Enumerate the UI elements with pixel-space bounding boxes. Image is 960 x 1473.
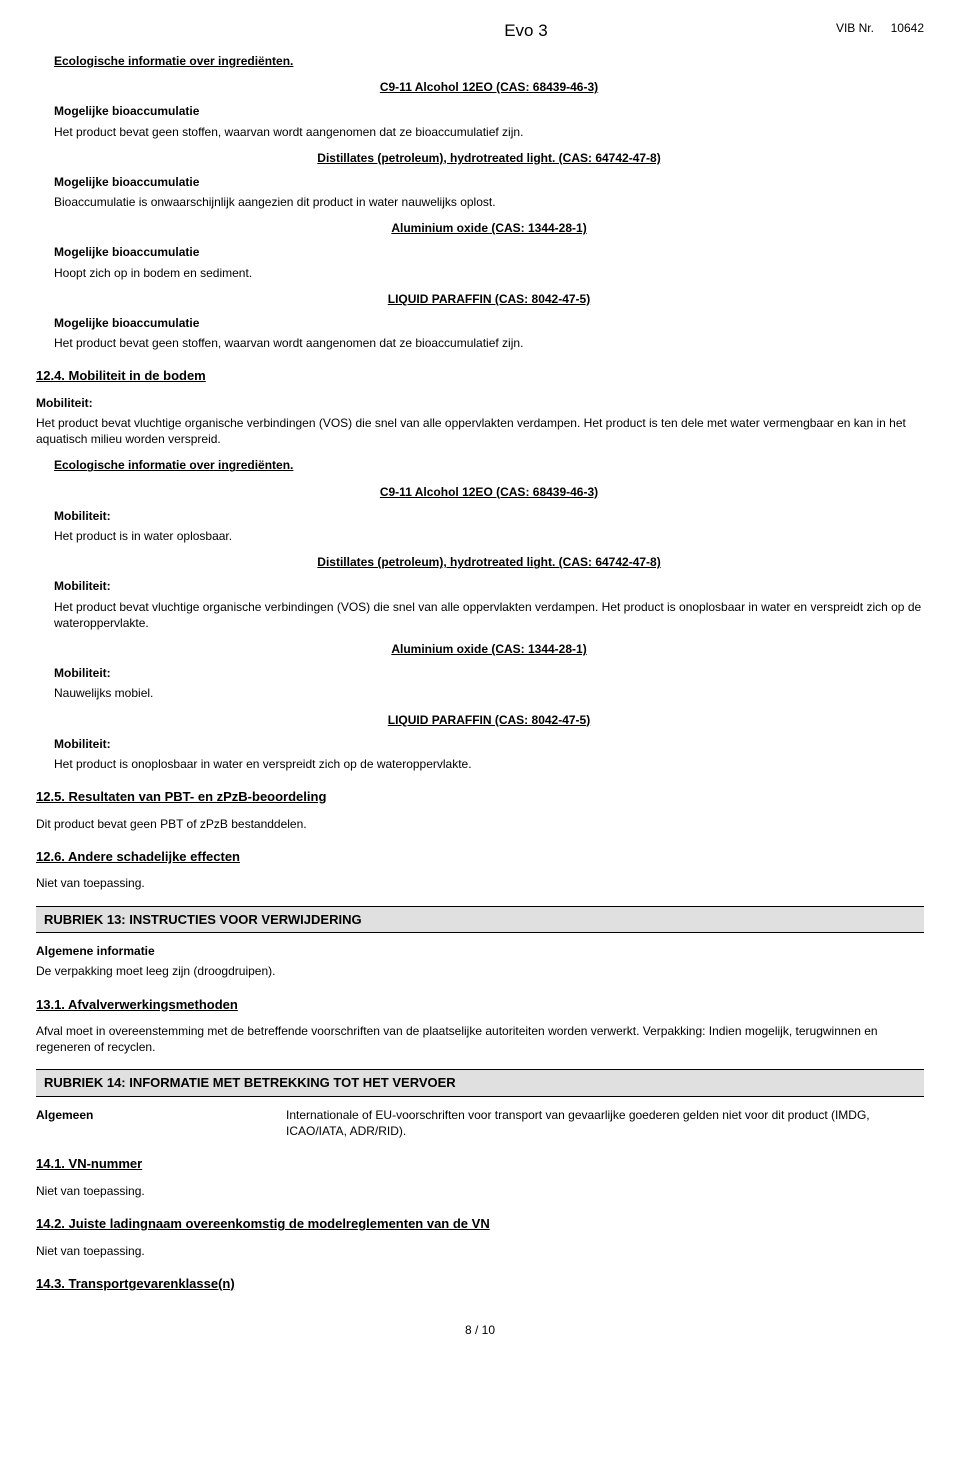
rub13-general-label: Algemene informatie (36, 943, 924, 959)
rub14-algemeen-text: Internationale of EU-voorschriften voor … (286, 1107, 924, 1139)
mob-text-1: Het product is in water oplosbaar. (54, 528, 924, 544)
mob-ing3-heading: Aluminium oxide (CAS: 1344-28-1) (54, 641, 924, 657)
section-12-4-heading: 12.4. Mobiliteit in de bodem (36, 367, 924, 385)
bioaccum-text-2: Bioaccumulatie is onwaarschijnlijk aange… (54, 194, 924, 210)
rubriek-13-heading: RUBRIEK 13: INSTRUCTIES VOOR VERWIJDERIN… (36, 906, 924, 934)
eco-info-heading-2: Ecologische informatie over ingrediënten… (54, 457, 924, 473)
bioaccum-text-4: Het product bevat geen stoffen, waarvan … (54, 335, 924, 351)
ingredient-heading-1: C9-11 Alcohol 12EO (CAS: 68439-46-3) (54, 79, 924, 95)
section-14-3-heading: 14.3. Transportgevarenklasse(n) (36, 1275, 924, 1293)
mob-text-3: Nauwelijks mobiel. (54, 685, 924, 701)
bioaccum-text-3: Hoopt zich op in bodem en sediment. (54, 265, 924, 281)
vib-number: VIB Nr. 10642 (836, 20, 924, 36)
mob-label-2: Mobiliteit: (54, 578, 924, 594)
mob-ing4-heading: LIQUID PARAFFIN (CAS: 8042-47-5) (54, 712, 924, 728)
vib-number-value: 10642 (891, 21, 924, 35)
ingredient-heading-3: Aluminium oxide (CAS: 1344-28-1) (54, 220, 924, 236)
eco-info-heading: Ecologische informatie over ingrediënten… (54, 53, 924, 69)
mobility-label: Mobiliteit: (36, 395, 924, 411)
section-13-1-heading: 13.1. Afvalverwerkingsmethoden (36, 996, 924, 1014)
ingredient-heading-4: LIQUID PARAFFIN (CAS: 8042-47-5) (54, 291, 924, 307)
section-14-2-text: Niet van toepassing. (36, 1243, 924, 1259)
mob-label-1: Mobiliteit: (54, 508, 924, 524)
bioaccum-label-2: Mogelijke bioaccumulatie (54, 174, 924, 190)
mob-label-3: Mobiliteit: (54, 665, 924, 681)
mob-label-4: Mobiliteit: (54, 736, 924, 752)
doc-title: Evo 3 (236, 20, 816, 43)
rubriek-14-heading: RUBRIEK 14: INFORMATIE MET BETREKKING TO… (36, 1069, 924, 1097)
rub14-algemeen-label: Algemeen (36, 1107, 286, 1139)
section-14-1-heading: 14.1. VN-nummer (36, 1155, 924, 1173)
section-14-2-heading: 14.2. Juiste ladingnaam overeenkomstig d… (36, 1215, 924, 1233)
bioaccum-label-4: Mogelijke bioaccumulatie (54, 315, 924, 331)
section-12-6-text: Niet van toepassing. (36, 875, 924, 891)
bioaccum-label-1: Mogelijke bioaccumulatie (54, 103, 924, 119)
page-header: Evo 3 VIB Nr. 10642 (36, 20, 924, 43)
section-14-1-text: Niet van toepassing. (36, 1183, 924, 1199)
section-12-6-heading: 12.6. Andere schadelijke effecten (36, 848, 924, 866)
section-13-1-text: Afval moet in overeenstemming met de bet… (36, 1023, 924, 1055)
mob-text-2: Het product bevat vluchtige organische v… (54, 599, 924, 631)
section-12-5-text: Dit product bevat geen PBT of zPzB besta… (36, 816, 924, 832)
bioaccum-label-3: Mogelijke bioaccumulatie (54, 244, 924, 260)
mobility-text: Het product bevat vluchtige organische v… (36, 415, 924, 447)
page-number: 8 / 10 (36, 1322, 924, 1338)
section-12-5-heading: 12.5. Resultaten van PBT- en zPzB-beoord… (36, 788, 924, 806)
mob-ing1-heading: C9-11 Alcohol 12EO (CAS: 68439-46-3) (54, 484, 924, 500)
mob-ing2-heading: Distillates (petroleum), hydrotreated li… (54, 554, 924, 570)
ingredient-heading-2: Distillates (petroleum), hydrotreated li… (54, 150, 924, 166)
bioaccum-text-1: Het product bevat geen stoffen, waarvan … (54, 124, 924, 140)
mob-text-4: Het product is onoplosbaar in water en v… (54, 756, 924, 772)
vib-label: VIB Nr. (836, 21, 874, 35)
rub13-general-text: De verpakking moet leeg zijn (droogdruip… (36, 963, 924, 979)
rub14-algemeen-row: Algemeen Internationale of EU-voorschrif… (36, 1107, 924, 1139)
